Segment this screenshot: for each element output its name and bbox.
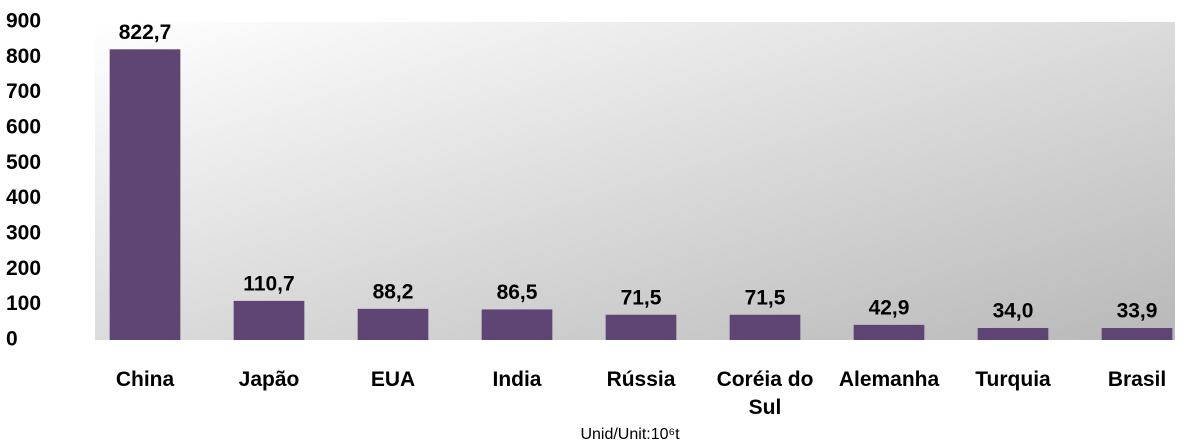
y-tick-label: 400 xyxy=(6,186,41,209)
value-label: 71,5 xyxy=(745,286,786,309)
value-label: 42,9 xyxy=(869,296,910,319)
y-tick-label: 500 xyxy=(6,151,41,174)
x-tick-label: Japão xyxy=(238,368,300,391)
x-tick-label: India xyxy=(492,368,542,391)
bar xyxy=(481,309,553,340)
x-tick-label: Turquia xyxy=(975,368,1051,391)
y-tick-label: 900 xyxy=(6,10,41,33)
plot-background xyxy=(95,22,1175,340)
x-axis-label: Unid/Unit:10⁶t xyxy=(580,426,680,443)
bar xyxy=(109,49,181,340)
x-tick-label: Brasil xyxy=(1107,368,1167,391)
value-label: 33,9 xyxy=(1117,300,1158,323)
bar xyxy=(357,308,429,340)
x-tick-label: Coréia do Sul xyxy=(716,368,814,419)
y-tick-label: 0 xyxy=(6,328,18,351)
y-tick-label: 200 xyxy=(6,257,41,280)
bar xyxy=(977,327,1049,340)
y-tick-label: 100 xyxy=(6,292,41,315)
x-tick-label: Alemanha xyxy=(838,368,940,391)
bar xyxy=(729,314,801,340)
y-tick-label: 600 xyxy=(6,116,41,139)
x-tick-label: China xyxy=(115,368,175,391)
value-label: 822,7 xyxy=(119,21,172,44)
y-tick-label: 700 xyxy=(6,80,41,103)
bar xyxy=(1101,328,1173,340)
value-label: 71,5 xyxy=(621,286,662,309)
value-label: 86,5 xyxy=(497,281,538,304)
value-label: 110,7 xyxy=(243,272,294,295)
value-label: 34,0 xyxy=(993,300,1034,323)
bar xyxy=(233,300,305,340)
bar xyxy=(853,324,925,340)
x-tick-label: EUA xyxy=(370,368,416,391)
y-tick-label: 300 xyxy=(6,222,41,245)
bar xyxy=(605,314,677,340)
y-tick-label: 800 xyxy=(6,45,41,68)
x-tick-label: Rússia xyxy=(606,368,676,391)
value-label: 88,2 xyxy=(373,280,414,303)
